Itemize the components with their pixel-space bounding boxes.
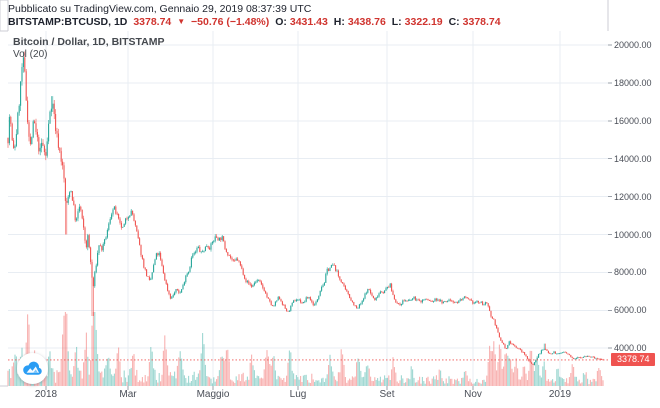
price-axis-label: 4000.00 (614, 343, 647, 354)
time-axis-label: 2018 (34, 389, 58, 400)
tradingview-logo[interactable] (17, 353, 48, 384)
time-axis-label: Nov (464, 389, 482, 400)
low-value: 3322.19 (404, 16, 443, 28)
price-axis-label: 14000.00 (614, 153, 652, 164)
last-price: 3378.74 (133, 16, 172, 28)
price-axis-label: 10000.00 (614, 229, 652, 240)
price-axis-label: 16000.00 (614, 115, 652, 126)
publish-info: Pubblicato su TradingView.com, Gennaio 2… (8, 3, 312, 15)
low-label: L: (391, 16, 402, 28)
open-label: O: (275, 16, 287, 28)
time-axis-label: 2019 (548, 389, 572, 400)
high-value: 3438.76 (347, 16, 386, 28)
symbol-status-line: BITSTAMP:BTCUSD, 1D 3378.74 ▼ −50.76 (−1… (8, 16, 504, 28)
close-value: 3378.74 (462, 16, 501, 28)
close-label: C: (448, 16, 460, 28)
price-axis-label: 20000.00 (614, 40, 652, 50)
last-price-badge: 3378.74 (611, 353, 655, 367)
time-axis[interactable]: 2018 Mar Maggio Lug Set Nov 2019 (0, 389, 660, 403)
volume-indicator-label: Vol (20) (13, 49, 48, 60)
price-axis-label: 18000.00 (614, 77, 652, 88)
open-value: 3431.43 (289, 16, 328, 28)
time-axis-label: Maggio (196, 389, 230, 400)
chart-legend-title: Bitcoin / Dollar, 1D, BITSTAMP (13, 36, 165, 48)
time-axis-label: Lug (289, 389, 307, 400)
high-label: H: (333, 16, 345, 28)
price-axis-label: 8000.00 (614, 267, 647, 278)
price-axis-label: 6000.00 (614, 305, 647, 316)
down-arrow-icon: ▼ (177, 17, 186, 26)
tradingview-cloud-icon (23, 361, 42, 375)
price-change: −50.76 (−1.48%) (191, 16, 270, 28)
symbol-name: BITSTAMP:BTCUSD, 1D (8, 16, 128, 28)
time-axis-label: Set (379, 389, 395, 400)
time-axis-label: Mar (119, 389, 137, 400)
price-axis[interactable]: 20000.00 18000.00 16000.00 14000.00 12000.00… (614, 0, 658, 408)
price-axis-label: 12000.00 (614, 191, 652, 202)
